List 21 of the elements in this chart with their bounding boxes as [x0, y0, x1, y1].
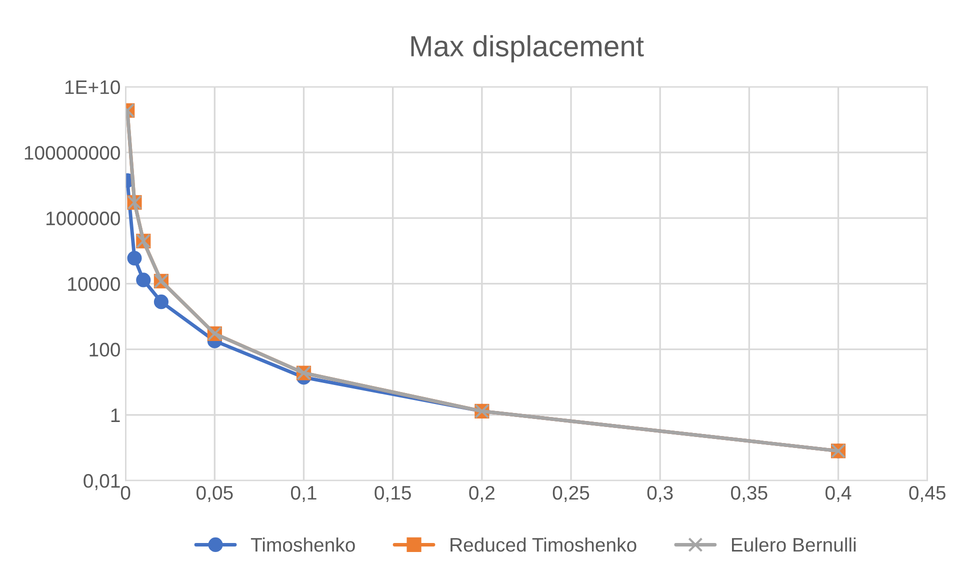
y-tick-label: 1: [111, 408, 120, 422]
x-tick-label: 0: [120, 486, 130, 500]
x-tick-label: 0,1: [291, 486, 316, 502]
x-tick-label: 0,4: [826, 486, 852, 502]
legend-label: Timoshenko: [250, 537, 355, 552]
y-tick-label: 100000000: [24, 146, 120, 160]
x-tick-label: 0,35: [731, 486, 768, 502]
x-tick-label: 0,45: [909, 486, 946, 502]
y-tick-label: 100: [90, 342, 120, 357]
y-tick-label: 1000000: [46, 212, 120, 226]
y-tick-label: 0,01: [84, 474, 120, 490]
legend-label: Reduced Timoshenko: [450, 537, 636, 552]
y-tick-label: 1E+10: [65, 80, 120, 94]
y-tick-label: 10000: [68, 277, 120, 291]
x-tick-label: 0,15: [374, 486, 411, 502]
x-tick-label: 0,2: [469, 486, 494, 502]
chart-title: Max displacement: [411, 35, 644, 62]
legend-label: Eulero Bernulli: [732, 537, 856, 552]
x-tick-label: 0,3: [647, 486, 673, 502]
x-tick-label: 0,05: [196, 486, 233, 502]
x-tick-label: 0,25: [552, 486, 590, 502]
